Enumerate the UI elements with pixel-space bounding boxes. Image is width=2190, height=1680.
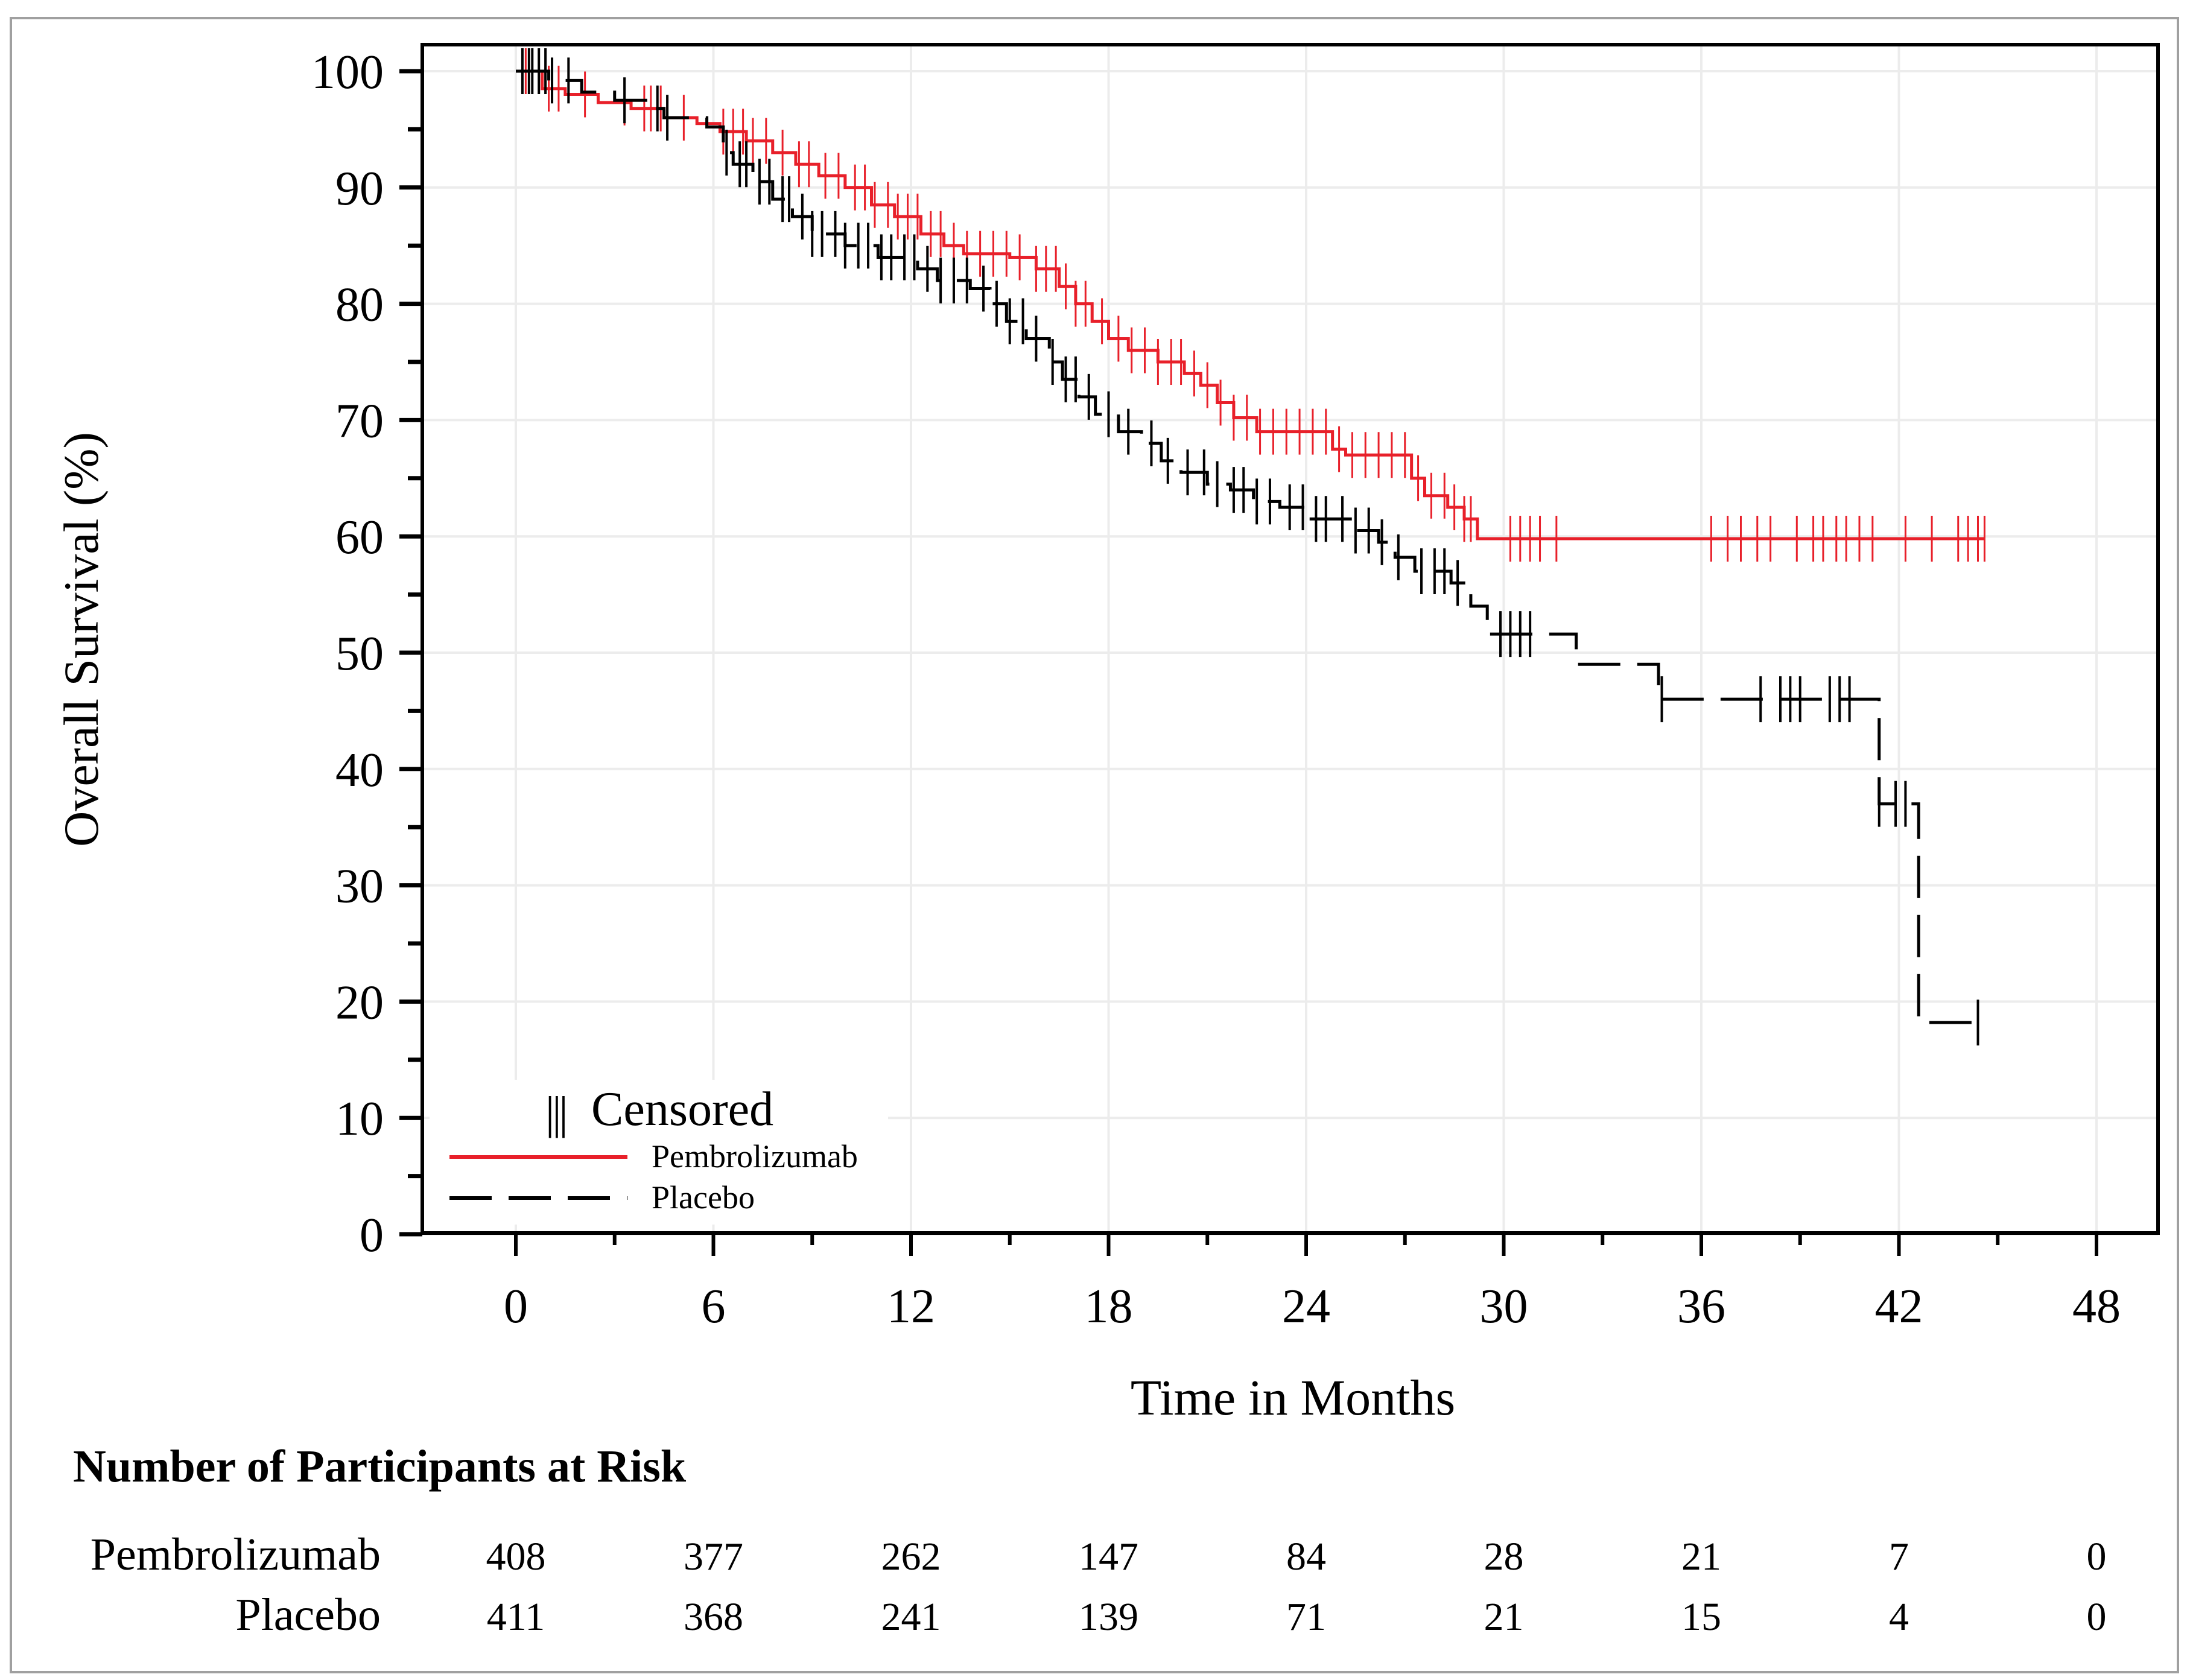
y-tick-label: 100 bbox=[311, 46, 384, 99]
at-risk-row-label: Placebo bbox=[235, 1590, 381, 1640]
at-risk-count: 7 bbox=[1889, 1535, 1909, 1579]
x-tick-label: 24 bbox=[1282, 1280, 1330, 1333]
legend-censored-symbol: ||| bbox=[545, 1088, 566, 1138]
legend-censored-label: Censored bbox=[591, 1083, 773, 1136]
y-tick-label: 40 bbox=[335, 744, 384, 797]
legend-box bbox=[430, 1080, 888, 1225]
legend-background bbox=[430, 1080, 888, 1225]
x-tick-label: 0 bbox=[504, 1280, 528, 1333]
x-tick-label: 12 bbox=[887, 1280, 935, 1333]
at-risk-count: 139 bbox=[1079, 1595, 1138, 1639]
x-tick-label: 42 bbox=[1875, 1280, 1923, 1333]
gridlines bbox=[422, 45, 2158, 1235]
at-risk-count: 377 bbox=[684, 1535, 743, 1579]
y-tick-label: 50 bbox=[335, 627, 384, 680]
at-risk-count: 28 bbox=[1484, 1535, 1524, 1579]
y-tick-label: 10 bbox=[335, 1092, 384, 1146]
y-tick-label: 70 bbox=[335, 395, 384, 448]
axes: 0 10 20 30 40 50 60 70 80 90 100 0 6 12 18 24 30 36 42 48 bbox=[311, 43, 2160, 1333]
legend-placebo-label: Placebo bbox=[652, 1179, 755, 1216]
figure-border bbox=[10, 17, 2179, 1673]
at-risk-count: 84 bbox=[1286, 1535, 1326, 1579]
at-risk-count: 0 bbox=[2087, 1595, 2107, 1639]
x-axis-label: Time in Months bbox=[1131, 1370, 1455, 1426]
x-tick-label: 30 bbox=[1480, 1280, 1528, 1333]
y-axis-label: Overall Survival (%) bbox=[54, 432, 109, 847]
survival-curves bbox=[516, 48, 1985, 1046]
at-risk-count: 15 bbox=[1681, 1595, 1721, 1639]
placebo-curve bbox=[516, 69, 1978, 1024]
y-tick-label: 90 bbox=[335, 162, 384, 215]
plot-frame bbox=[421, 43, 2160, 1235]
at-risk-count: 4 bbox=[1889, 1595, 1909, 1639]
at-risk-count: 147 bbox=[1079, 1535, 1138, 1579]
at-risk-count: 0 bbox=[2087, 1535, 2107, 1579]
at-risk-count: 408 bbox=[486, 1535, 546, 1579]
at-risk-count: 21 bbox=[1484, 1595, 1524, 1639]
legend-pembrolizumab-label: Pembrolizumab bbox=[652, 1138, 858, 1174]
x-tick-label: 48 bbox=[2072, 1280, 2121, 1333]
y-tick-label: 20 bbox=[335, 976, 384, 1029]
legend: ||| Censored Pembrolizumab Placebo bbox=[449, 1083, 858, 1216]
at-risk-count: 262 bbox=[881, 1535, 941, 1579]
at-risk-count: 71 bbox=[1286, 1595, 1326, 1639]
y-tick-label: 30 bbox=[335, 860, 384, 913]
at-risk-table: Pembrolizumab 408 377 262 147 84 28 21 7 0 Placebo… bbox=[90, 1529, 2107, 1640]
at-risk-count: 21 bbox=[1681, 1535, 1721, 1579]
at-risk-row-label: Pembrolizumab bbox=[90, 1529, 381, 1580]
at-risk-count: 368 bbox=[684, 1595, 743, 1639]
at-risk-count: 411 bbox=[487, 1595, 545, 1639]
x-tick-label: 36 bbox=[1677, 1280, 1725, 1333]
x-tick-label: 18 bbox=[1085, 1280, 1133, 1333]
at-risk-count: 241 bbox=[881, 1595, 941, 1639]
y-tick-label: 80 bbox=[335, 279, 384, 332]
x-tick-label: 6 bbox=[702, 1280, 726, 1333]
y-tick-label: 0 bbox=[360, 1209, 384, 1262]
y-tick-label: 60 bbox=[335, 511, 384, 564]
at-risk-title: Number of Participants at Risk bbox=[73, 1441, 687, 1492]
